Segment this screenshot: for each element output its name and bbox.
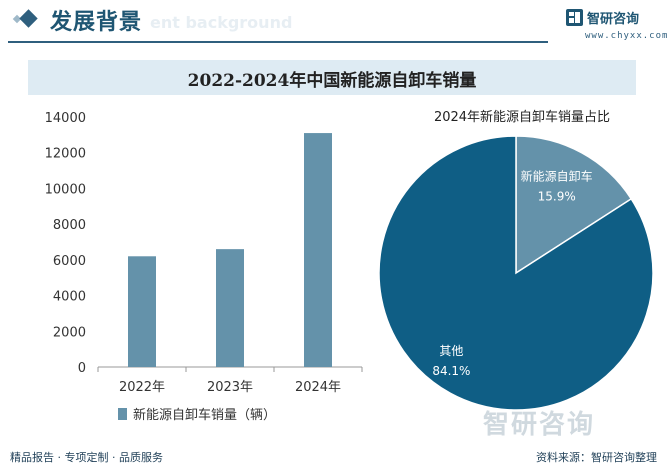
y-tick-label: 14000 (45, 111, 86, 126)
y-tick-label: 0 (78, 361, 86, 376)
y-tick-label: 6000 (53, 254, 86, 269)
logo-url: www.chyxx.com (585, 31, 669, 41)
section-title: 发展背景 (50, 10, 143, 35)
pie-slice (515, 135, 633, 275)
logo-text: 智研咨询 (587, 12, 640, 27)
y-tick-label: 8000 (53, 218, 86, 233)
header: ent background 发展背景 智研咨询 www.chyxx.com (0, 0, 669, 44)
pie-slice-value: 84.1% (432, 364, 470, 378)
bar (216, 249, 244, 367)
pie-slice-value: 15.9% (538, 189, 576, 203)
chart-title: 2022-2024年中国新能源自卸车销量 (187, 71, 477, 91)
footer-source: 资料来源：智研咨询整理 (536, 451, 657, 464)
chart-title-band: 2022-2024年中国新能源自卸车销量 (28, 60, 636, 95)
pie-slice-name: 新能源自卸车 (521, 168, 593, 183)
footer-tagline: 精品报告 · 专项定制 · 品质服务 (10, 451, 163, 464)
bar (128, 256, 156, 367)
pie-slice (378, 135, 654, 411)
pie-title: 2024年新能源自卸车销量占比 (434, 109, 610, 125)
footer: 精品报告 · 专项定制 · 品质服务 资料来源：智研咨询整理 (0, 446, 669, 468)
header-ghost-text: ent background (150, 13, 293, 32)
y-tick-label: 12000 (45, 147, 86, 162)
pie-slice-name: 其他 (439, 344, 463, 358)
x-tick-label: 2024年 (295, 380, 341, 395)
y-tick-label: 10000 (45, 182, 86, 197)
legend-label: 新能源自卸车销量（辆） (133, 407, 276, 423)
y-tick-label: 4000 (53, 290, 86, 305)
legend-swatch (118, 408, 127, 420)
watermark: 智研咨询 (483, 410, 596, 440)
x-tick-label: 2023年 (207, 380, 253, 395)
header-divider (8, 41, 548, 43)
x-tick-label: 2022年 (119, 380, 165, 395)
logo-icon (566, 9, 583, 26)
y-tick-label: 2000 (53, 325, 86, 340)
bar (304, 133, 332, 367)
